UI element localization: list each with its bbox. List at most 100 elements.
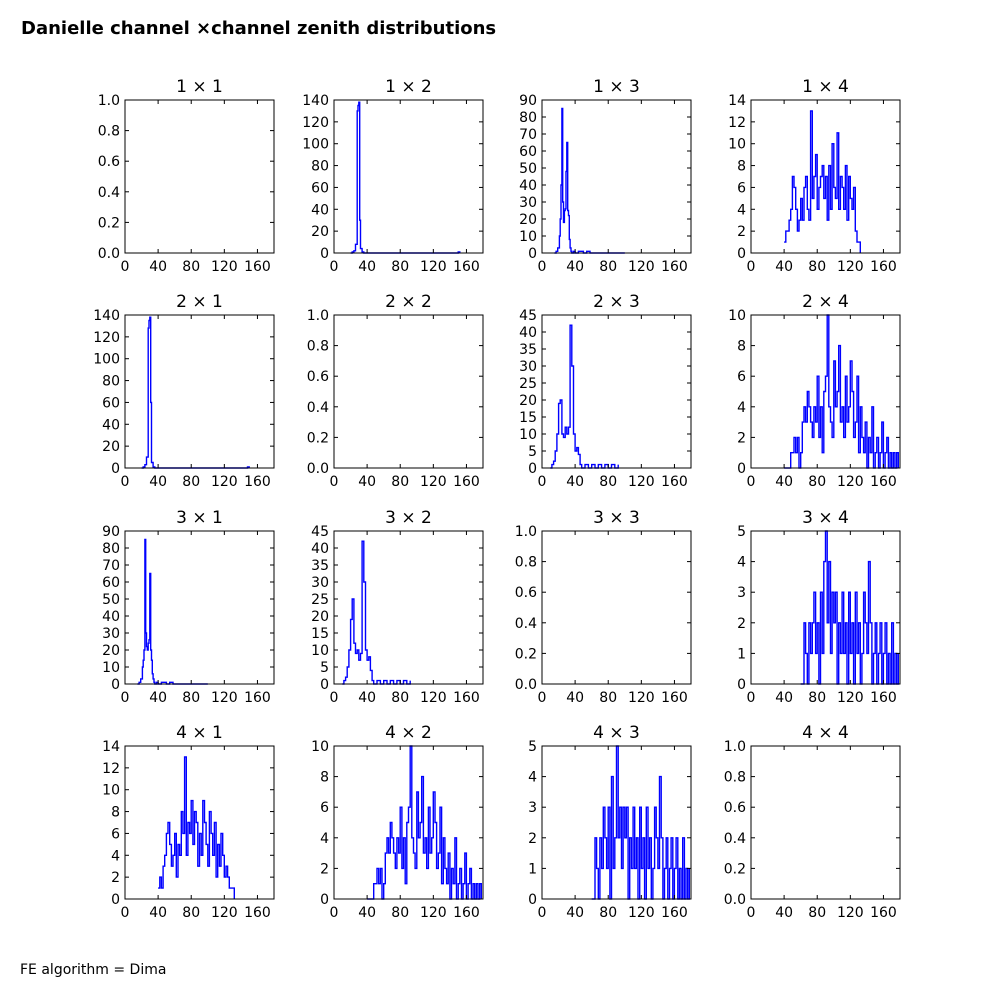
x-tick-label: 40 (566, 905, 584, 921)
x-tick-label: 160 (453, 474, 480, 490)
y-tick-label: 0.4 (724, 831, 746, 847)
axes-frame (541, 745, 692, 900)
y-tick-label: 0.8 (724, 770, 746, 786)
x-tick-label: 80 (808, 690, 826, 706)
y-tick-label: 4 (111, 848, 120, 864)
y-tick-label: 10 (519, 427, 537, 443)
x-tick-label: 160 (870, 690, 897, 706)
y-tick-label: 12 (728, 115, 746, 131)
y-tick-label: 2 (737, 616, 746, 632)
y-tick-label: 80 (102, 374, 120, 390)
subplot-3x3: 3 × 3 0 40 80 120 160 0.0 0.2 0.4 0.6 0.8 1.0 (515, 508, 692, 706)
x-tick-label: 0 (121, 259, 130, 275)
y-tick-label: 0.4 (307, 400, 329, 416)
subplot-1x1: 1 × 1 0 40 80 120 160 0.0 0.2 0.4 0.6 0.8 1.0 (98, 77, 275, 275)
y-tick-label: 40 (519, 325, 537, 341)
x-tick-label: 40 (775, 474, 793, 490)
y-tick-label: 2 (528, 831, 537, 847)
x-tick-label: 160 (870, 905, 897, 921)
histogram-series-line (554, 107, 625, 254)
x-tick-label: 0 (330, 905, 339, 921)
y-tick-label: 40 (102, 609, 120, 625)
y-tick-label: 15 (519, 410, 537, 426)
axes-frame (333, 745, 484, 900)
x-tick-label: 160 (870, 474, 897, 490)
x-tick-label: 120 (420, 474, 447, 490)
x-tick-label: 80 (391, 905, 409, 921)
y-tick-label: 0.6 (724, 800, 746, 816)
x-tick-label: 120 (420, 259, 447, 275)
y-tick-label: 8 (320, 770, 329, 786)
x-tick-label: 160 (453, 690, 480, 706)
histogram-series-line (800, 530, 899, 685)
x-tick-label: 160 (453, 259, 480, 275)
x-tick-label: 40 (358, 474, 376, 490)
y-tick-label: 0.2 (515, 646, 537, 662)
histogram-series-line (342, 540, 411, 685)
y-tick-label: 4 (737, 555, 746, 571)
y-tick-label: 0.2 (307, 430, 329, 446)
histogram-series-line (784, 314, 899, 469)
subplot-4x1: 4 × 1 0 40 80 120 160 0 2 4 6 8 10 12 14 (102, 723, 275, 921)
x-tick-label: 160 (661, 905, 688, 921)
subplot-title: 1 × 1 (176, 77, 223, 97)
y-tick-label: 140 (302, 93, 329, 109)
y-tick-label: 0.6 (98, 154, 120, 170)
axes-frame (124, 99, 275, 254)
y-tick-label: 0.0 (515, 677, 537, 693)
x-tick-label: 80 (599, 905, 617, 921)
page-title: Danielle channel ×channel zenith distrib… (21, 18, 497, 39)
y-tick-label: 0 (320, 892, 329, 908)
subplot-title: 2 × 2 (385, 292, 432, 312)
x-tick-label: 80 (182, 259, 200, 275)
y-tick-label: 90 (102, 524, 120, 540)
x-tick-label: 40 (566, 474, 584, 490)
y-tick-label: 6 (320, 800, 329, 816)
subplot-3x4: 3 × 4 0 40 80 120 160 0 1 2 3 4 5 (737, 508, 901, 706)
y-tick-label: 35 (311, 558, 329, 574)
y-tick-label: 100 (93, 352, 120, 368)
histogram-series-line (784, 110, 861, 253)
y-tick-label: 90 (519, 93, 537, 109)
y-tick-label: 6 (737, 180, 746, 196)
subplot-title: 3 × 3 (593, 508, 640, 528)
y-tick-label: 5 (528, 739, 537, 755)
x-tick-label: 80 (599, 690, 617, 706)
y-tick-label: 10 (519, 229, 537, 245)
histogram-series-line (350, 101, 461, 254)
y-tick-label: 0 (528, 892, 537, 908)
x-tick-label: 40 (775, 905, 793, 921)
subplot-2x2: 2 × 2 0 40 80 120 160 0.0 0.2 0.4 0.6 0.8 1.0 (307, 292, 484, 490)
y-tick-label: 45 (311, 524, 329, 540)
y-tick-label: 0 (111, 892, 120, 908)
axes-frame (333, 99, 484, 254)
x-tick-label: 120 (420, 905, 447, 921)
y-tick-label: 0.8 (98, 124, 120, 140)
x-tick-label: 160 (244, 259, 271, 275)
x-tick-label: 120 (628, 474, 655, 490)
subplot-title: 4 × 3 (593, 723, 640, 743)
y-tick-label: 14 (728, 93, 746, 109)
y-tick-label: 1.0 (98, 93, 120, 109)
y-tick-label: 0.8 (515, 555, 537, 571)
axes-frame (541, 530, 692, 685)
x-tick-label: 40 (566, 690, 584, 706)
subplot-title: 4 × 4 (802, 723, 849, 743)
histogram-series-line (137, 538, 208, 685)
x-tick-label: 120 (628, 690, 655, 706)
y-tick-label: 0 (737, 461, 746, 477)
y-tick-label: 6 (111, 826, 120, 842)
histogram-series-line (550, 324, 619, 469)
y-tick-label: 140 (93, 308, 120, 324)
y-tick-label: 1 (737, 646, 746, 662)
subplot-2x4: 2 × 4 0 40 80 120 160 0 2 4 6 8 10 (728, 292, 901, 490)
x-tick-label: 160 (244, 474, 271, 490)
x-tick-label: 80 (808, 905, 826, 921)
y-tick-label: 0 (528, 461, 537, 477)
y-tick-label: 80 (102, 541, 120, 557)
y-tick-label: 2 (737, 224, 746, 240)
y-tick-label: 1.0 (724, 739, 746, 755)
x-tick-label: 120 (420, 690, 447, 706)
